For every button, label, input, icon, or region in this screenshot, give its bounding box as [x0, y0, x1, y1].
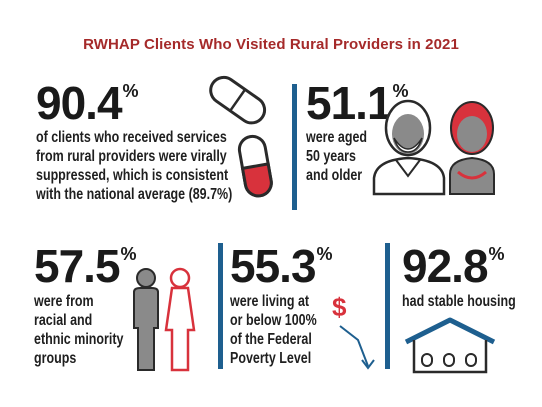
man-woman-icon — [133, 267, 196, 372]
stat-housing-value: 92.8% — [402, 240, 505, 292]
svg-text:$: $ — [332, 292, 347, 322]
older-adults-icon — [372, 99, 495, 196]
divider-1 — [292, 84, 297, 210]
house-icon — [404, 317, 496, 374]
stat-age-value: 51.1% — [306, 77, 409, 129]
stat-viral-suppression-value: 90.4% — [36, 77, 139, 129]
stat-housing-text: had stable housing — [402, 293, 516, 310]
dollar-down-arrow-icon: $ — [332, 292, 375, 370]
stat-poverty-text: were living at or below 100% of the Fede… — [230, 293, 317, 367]
divider-3 — [385, 243, 390, 369]
stat-minority-text: were from racial and ethnic minority gro… — [34, 293, 124, 367]
divider-2 — [218, 243, 223, 369]
stat-minority-value: 57.5% — [34, 240, 137, 292]
stat-poverty-value: 55.3% — [230, 240, 333, 292]
stat-viral-suppression-text: of clients who received services from ru… — [36, 129, 233, 203]
infographic-title: RWHAP Clients Who Visited Rural Provider… — [83, 36, 459, 53]
pill-capsule-icon — [209, 75, 273, 198]
stat-age-text: were aged 50 years and older — [306, 129, 368, 184]
